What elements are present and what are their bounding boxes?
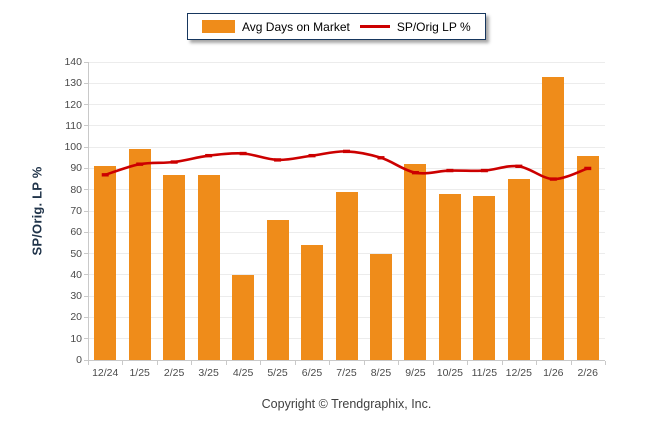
x-tick-label-6/25: 6/25 <box>301 367 323 379</box>
bar-2/25 <box>163 174 186 360</box>
bar-4/25 <box>232 274 255 360</box>
bar-7/25 <box>335 191 358 360</box>
legend-item-bar: Avg Days on Market <box>202 20 350 34</box>
gridline-100 <box>88 146 605 148</box>
y-tick-label: 20 <box>70 311 82 324</box>
x-axis-tick <box>570 361 572 365</box>
x-axis-tick <box>363 361 365 365</box>
y-tick-label: 10 <box>70 332 82 345</box>
gridline-80 <box>88 189 605 191</box>
bar-12/25 <box>507 179 530 360</box>
y-axis-tick <box>84 82 88 84</box>
x-axis-tick <box>329 361 331 365</box>
x-axis-line <box>88 360 605 361</box>
x-tick-label-1/26: 1/26 <box>543 367 564 379</box>
x-axis-tick <box>432 361 434 365</box>
y-tick-label: 30 <box>70 290 82 303</box>
y-tick-label: 110 <box>65 119 82 132</box>
y-axis-tick <box>84 231 88 233</box>
x-tick-label-11/25: 11/25 <box>471 367 498 379</box>
y-axis-tick <box>84 189 88 191</box>
x-tick-label-4/25: 4/25 <box>232 367 254 379</box>
y-tick-label: 90 <box>70 162 82 175</box>
x-axis-tick <box>294 361 296 365</box>
x-tick-label-2/25: 2/25 <box>163 367 185 379</box>
line-series-swatch <box>359 25 390 28</box>
y-axis-tick <box>84 146 88 148</box>
y-tick-label: 130 <box>64 77 82 90</box>
bar-6/25 <box>301 245 324 360</box>
gridline-140 <box>88 61 605 63</box>
x-axis-tick <box>467 361 469 365</box>
x-axis-tick <box>605 361 606 365</box>
y-tick-label: 50 <box>70 247 82 260</box>
bar-1/25 <box>128 149 151 360</box>
x-tick-label-7/25: 7/25 <box>336 367 357 379</box>
x-axis-tick <box>536 361 538 365</box>
bar-2/26 <box>576 155 599 360</box>
y-axis-tick <box>84 167 88 169</box>
x-tick-label-9/25: 9/25 <box>405 367 426 379</box>
y-tick-label: 100 <box>64 141 82 154</box>
y-axis-tick <box>84 295 88 297</box>
bar-11/25 <box>473 196 496 360</box>
y-axis-tick <box>84 316 88 318</box>
x-tick-label-8/25: 8/25 <box>370 367 392 379</box>
y-axis-tick <box>84 338 88 340</box>
legend-item-line: SP/Orig LP % <box>359 19 471 34</box>
bar-5/25 <box>266 219 289 360</box>
x-axis-tick <box>225 361 227 365</box>
y-tick-label: 120 <box>64 98 82 111</box>
y-axis-title: SP/Orig. LP % <box>29 166 45 256</box>
y-axis-tick <box>84 210 88 212</box>
y-axis-tick <box>84 125 88 127</box>
y-axis-tick <box>84 104 88 106</box>
x-tick-label-3/25: 3/25 <box>198 367 219 379</box>
gridline-120 <box>88 104 605 106</box>
x-tick-label-2/26: 2/26 <box>577 367 598 379</box>
x-axis-tick <box>191 361 193 365</box>
bar-3/25 <box>197 174 220 360</box>
bar-9/25 <box>404 164 427 360</box>
y-tick-label: 60 <box>70 226 82 239</box>
x-tick-label-12/25: 12/25 <box>505 367 532 379</box>
gridline-110 <box>88 125 605 127</box>
x-axis-tick <box>260 361 262 365</box>
bar-12/24 <box>94 166 117 360</box>
copyright-text: Copyright © Trendgraphix, Inc. <box>261 397 432 411</box>
y-tick-label: 40 <box>70 268 82 281</box>
y-tick-label: 80 <box>70 183 82 196</box>
y-axis-tick <box>84 253 88 255</box>
y-axis-tick <box>84 274 88 276</box>
x-tick-label-1/25: 1/25 <box>129 367 150 379</box>
x-tick-label-5/25: 5/25 <box>267 367 288 379</box>
y-tick-label: 140 <box>64 56 82 68</box>
chart-legend: Avg Days on Market SP/Orig LP % <box>187 13 486 40</box>
bar-1/26 <box>542 76 565 360</box>
bar-10/25 <box>438 193 461 360</box>
bar-8/25 <box>369 253 392 360</box>
bar-series-swatch <box>202 20 235 33</box>
x-axis-tick <box>156 361 158 365</box>
y-axis-tick <box>84 359 88 361</box>
x-axis-tick <box>501 361 503 365</box>
x-axis-tick <box>398 361 400 365</box>
x-tick-label-12/24: 12/24 <box>92 367 119 379</box>
gridline-90 <box>88 167 605 169</box>
y-tick-label: 0 <box>76 354 82 366</box>
bar-series-label: Avg Days on Market <box>242 19 350 34</box>
y-axis-line <box>88 62 89 360</box>
y-tick-label: 70 <box>70 205 82 217</box>
y-axis-tick <box>84 61 88 63</box>
gridline-130 <box>88 82 605 84</box>
x-axis-tick <box>88 361 89 365</box>
x-tick-label-10/25: 10/25 <box>436 367 464 379</box>
line-series-label: SP/Orig LP % <box>396 19 471 34</box>
x-axis-tick <box>122 361 124 365</box>
